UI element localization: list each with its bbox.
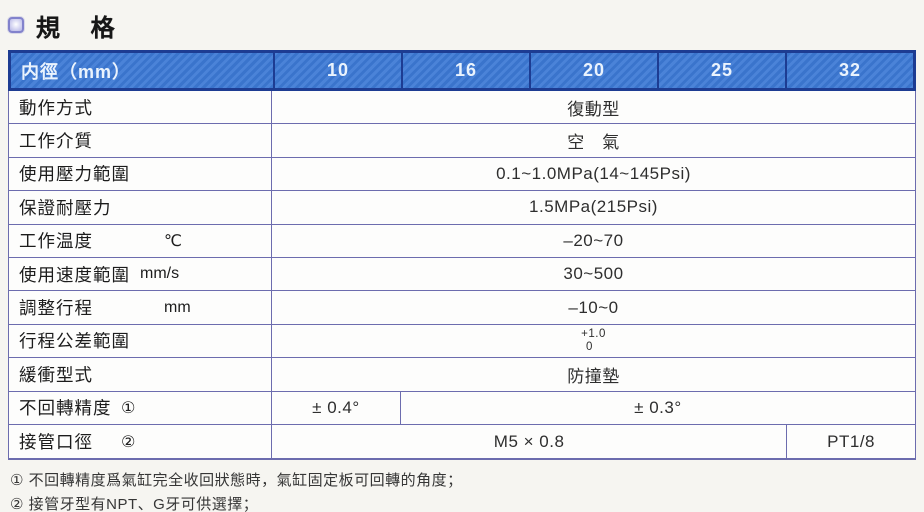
row-label: 使用速度範圍 mm/s: [19, 264, 180, 285]
row-value: ± 0.4°: [271, 391, 400, 424]
header-col-bore-20: 20: [529, 53, 657, 88]
table-row: 保證耐壓力 1.5MPa(215Psi): [9, 191, 915, 225]
spec-table-header: 内徑（mm） 10 16 20 25 32: [8, 50, 916, 91]
table-row: 使用壓力範圍 0.1~1.0MPa(14~145Psi): [9, 157, 915, 192]
row-label: 緩衝型式: [19, 364, 93, 385]
row-value: –20~70: [271, 224, 915, 257]
row-label: 行程公差範圍: [19, 331, 130, 352]
table-row: 不回轉精度 ① ± 0.4° ± 0.3°: [9, 391, 915, 425]
row-value: 復動型: [271, 91, 915, 124]
table-row: 緩衝型式 防撞墊: [9, 358, 915, 392]
table-row: 調整行程 mm –10~0: [9, 291, 915, 325]
table-row: 動作方式 復動型: [9, 91, 915, 125]
row-value: 0.1~1.0MPa(14~145Psi): [271, 157, 915, 191]
spec-table: 内徑（mm） 10 16 20 25 32 動作方式 復動型工作介質 空 氣使用壓力範圍 0.1…: [8, 50, 916, 461]
row-value: 空 氣: [271, 124, 915, 157]
row-label-unit: ℃: [164, 232, 182, 250]
row-label: 工作介質: [19, 131, 93, 152]
table-row: 使用速度範圍 mm/s 30~500: [9, 257, 915, 292]
section-title-row: 規 格: [8, 10, 916, 42]
tolerance-stack: +1.0 0: [581, 327, 606, 353]
section-bullet-icon: [8, 17, 24, 33]
footnote-1: ① 不回轉精度爲氣缸完全收回狀態時，氣缸固定板可回轉的角度；: [10, 472, 463, 490]
table-row: 工作温度 ℃ –20~70: [9, 224, 915, 258]
header-col-bore-16: 16: [401, 53, 529, 88]
row-label: 工作温度 ℃: [19, 231, 182, 252]
row-label-unit: ②: [121, 433, 136, 451]
row-value: 防撞墊: [271, 358, 915, 391]
row-value: –10~0: [271, 291, 915, 324]
row-label-unit: mm: [164, 298, 191, 316]
spec-table-body: 動作方式 復動型工作介質 空 氣使用壓力範圍 0.1~1.0MPa(14~145Psi…: [8, 91, 916, 461]
table-row: 接管口徑 ② M5 × 0.8 PT1/8: [9, 424, 915, 459]
table-row: 行程公差範圍 +1.0 0: [9, 324, 915, 359]
header-col-bore-25: 25: [657, 53, 785, 88]
row-value: 1.5MPa(215Psi): [271, 191, 915, 224]
row-label: 動作方式: [19, 97, 93, 118]
row-label: 調整行程 mm: [19, 298, 191, 319]
table-row: 工作介質 空 氣: [9, 124, 915, 158]
row-label-unit: ①: [121, 399, 136, 417]
row-label: 接管口徑 ②: [19, 432, 136, 453]
row-label: 保證耐壓力: [19, 197, 112, 218]
header-col-bore-10: 10: [273, 53, 401, 88]
header-cell-inner-diameter: 内徑（mm）: [21, 61, 132, 82]
row-value: +1.0 0: [271, 324, 915, 358]
row-label: 不回轉精度 ①: [19, 398, 136, 419]
row-value: 30~500: [271, 257, 915, 291]
row-label-unit: mm/s: [140, 265, 180, 283]
header-col-bore-32: 32: [785, 53, 913, 88]
footnote-2: ② 接管牙型有NPT、G牙可供選擇；: [10, 496, 259, 512]
section-title: 規 格: [36, 14, 127, 42]
row-value: M5 × 0.8: [271, 424, 786, 459]
row-label: 使用壓力範圍: [19, 164, 130, 185]
row-value: PT1/8: [786, 424, 915, 459]
row-value: ± 0.3°: [399, 391, 915, 424]
footnotes: ① 不回轉精度爲氣缸完全收回狀態時，氣缸固定板可回轉的角度； ② 接管牙型有NP…: [8, 469, 916, 512]
